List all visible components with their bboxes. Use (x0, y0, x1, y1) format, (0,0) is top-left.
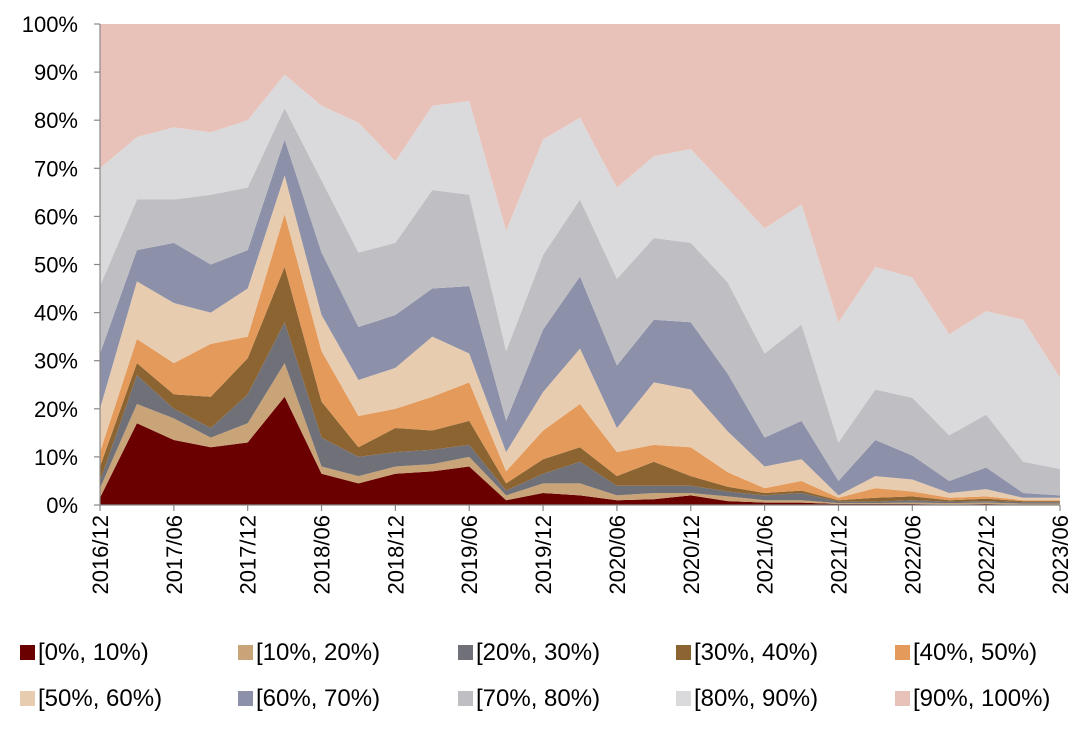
legend-item: [30%, 40%) (676, 639, 818, 666)
x-tick-label: 2020/06 (605, 515, 630, 595)
legend-item: [70%, 80%) (458, 685, 600, 712)
legend-item: [0%, 10%) (20, 639, 149, 666)
legend-label: [50%, 60%) (38, 685, 162, 712)
legend-swatch (676, 691, 691, 706)
x-tick-label: 2017/06 (162, 515, 187, 595)
legend-label: [0%, 10%) (38, 639, 149, 666)
area-series-8 (100, 74, 1060, 469)
x-tick-label: 2023/06 (1048, 515, 1073, 595)
y-tick-label: 0% (46, 493, 78, 518)
legend-label: [10%, 20%) (256, 639, 380, 666)
legend-swatch (20, 691, 35, 706)
x-tick-label: 2019/12 (531, 515, 556, 595)
y-tick-label: 60% (34, 204, 78, 229)
x-tick-label: 2018/12 (383, 515, 408, 595)
legend-swatch (458, 691, 473, 706)
x-tick-label: 2022/06 (900, 515, 925, 595)
y-tick-label: 50% (34, 253, 78, 278)
legend-label: [40%, 50%) (913, 639, 1037, 666)
area-series-0 (100, 396, 1060, 505)
legend-swatch (458, 645, 473, 660)
legend-label: [60%, 70%) (256, 685, 380, 712)
legend-swatch (238, 645, 253, 660)
legend-item: [50%, 60%) (20, 685, 162, 712)
legend-item: [60%, 70%) (238, 685, 380, 712)
y-tick-label: 40% (34, 301, 78, 326)
area-series-4 (100, 214, 1060, 502)
x-tick-label: 2019/06 (457, 515, 482, 595)
legend-label: [80%, 90%) (694, 685, 818, 712)
x-tick-label: 2020/12 (679, 515, 704, 595)
x-tick-label: 2016/12 (88, 515, 113, 595)
legend-item: [90%, 100%) (895, 685, 1050, 712)
area-series-3 (100, 266, 1060, 503)
legend-swatch (20, 645, 35, 660)
x-tick-label: 2017/12 (236, 515, 261, 595)
legend: [0%, 10%) [10%, 20%) [20%, 30%) [30%, 40%) [… (20, 639, 1050, 712)
legend-item: [20%, 30%) (458, 639, 600, 666)
x-tick-label: 2021/06 (753, 515, 778, 595)
y-tick-label: 10% (34, 445, 78, 470)
area-series-group (100, 24, 1060, 505)
legend-item: [10%, 20%) (238, 639, 380, 666)
y-tick-label: 70% (34, 156, 78, 181)
legend-label: [90%, 100%) (913, 685, 1050, 712)
area-series-6 (100, 139, 1060, 498)
axes-group: 0% 10% 20% 30% 40% 50% 60% 70% 80% 90% 100% 2016/12… (22, 12, 1073, 595)
legend-swatch (238, 691, 253, 706)
y-tick-label: 30% (34, 349, 78, 374)
legend-item: [40%, 50%) (895, 639, 1037, 666)
area-series-9 (100, 24, 1060, 378)
x-tick-label: 2018/06 (310, 515, 335, 595)
x-tick-label: 2022/12 (974, 515, 999, 595)
legend-item: [80%, 90%) (676, 685, 818, 712)
y-tick-label: 20% (34, 397, 78, 422)
legend-label: [70%, 80%) (476, 685, 600, 712)
x-tick-label: 2021/12 (826, 515, 851, 595)
legend-label: [30%, 40%) (694, 639, 818, 666)
y-tick-label: 90% (34, 60, 78, 85)
legend-swatch (895, 691, 910, 706)
legend-label: [20%, 30%) (476, 639, 600, 666)
y-tick-label: 100% (22, 12, 78, 37)
legend-swatch (676, 645, 691, 660)
y-tick-label: 80% (34, 108, 78, 133)
area-series-7 (100, 108, 1060, 496)
area-series-2 (100, 322, 1060, 504)
legend-swatch (895, 645, 910, 660)
